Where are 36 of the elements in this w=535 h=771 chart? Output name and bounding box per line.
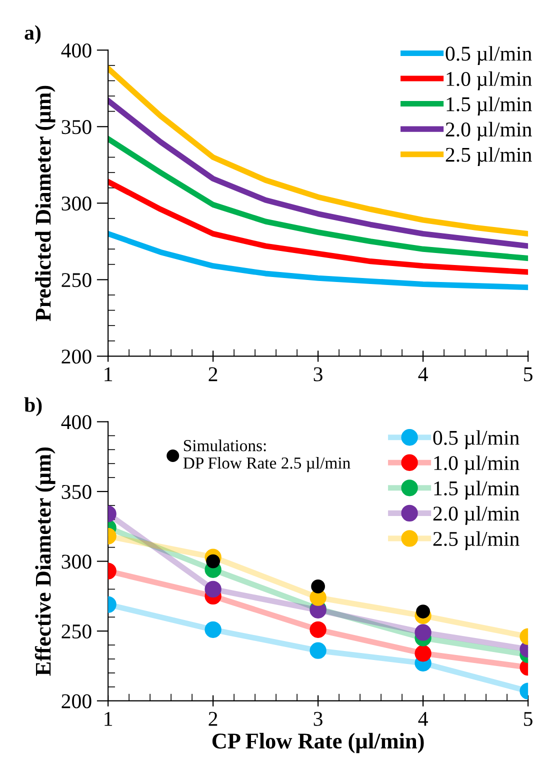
- legend-label: Simulations: DP Flow Rate 2.5 µl/min: [183, 440, 350, 472]
- x-tick-label: 1: [104, 367, 112, 382]
- y-tick-label: 200: [62, 350, 92, 364]
- legend-label: 1.0 µl/min: [434, 455, 520, 474]
- y-tick-label: 300: [62, 196, 92, 211]
- legend-label: 2.0 µl/min: [433, 506, 520, 525]
- legend-label: 1.5 µl/min: [446, 96, 532, 116]
- y-tick-label: 250: [62, 273, 92, 288]
- x-axis-title: CP Flow Rate (µl/min): [212, 732, 424, 754]
- chart-title: a): [24, 25, 41, 44]
- y-axis-title: Predicted Diameter (µm): [35, 86, 56, 322]
- y-tick-label: 300: [62, 554, 92, 569]
- x-tick-label: 5: [524, 712, 532, 726]
- y-tick-label: 350: [62, 120, 92, 134]
- x-tick-label: 3: [314, 712, 322, 726]
- y-axis-title: Effective Diameter (µm): [34, 447, 56, 676]
- x-tick-label: 4: [418, 367, 428, 382]
- legend-label: 2.5 µl/min: [446, 147, 532, 166]
- y-tick-label: 250: [62, 624, 92, 638]
- y-tick-label: 200: [62, 694, 92, 708]
- x-tick-label: 1: [104, 712, 112, 726]
- x-tick-label: 5: [524, 367, 532, 382]
- legend-label: 2.0 µl/min: [446, 122, 532, 141]
- legend-label: 2.5 µl/min: [433, 531, 520, 550]
- legend-label: 1.0 µl/min: [446, 71, 532, 90]
- legend-label: 1.5 µl/min: [434, 480, 520, 500]
- x-tick-label: 3: [314, 367, 322, 382]
- legend-label: 0.5 µl/min: [446, 46, 532, 65]
- y-tick-label: 350: [62, 484, 92, 499]
- x-tick-label: 2: [208, 367, 218, 382]
- y-tick-label: 400: [61, 415, 92, 430]
- chart-title: b): [24, 397, 42, 416]
- x-tick-label: 2: [208, 712, 218, 726]
- x-tick-label: 4: [418, 712, 428, 726]
- legend-label: 0.5 µl/min: [433, 430, 520, 450]
- y-tick-label: 400: [61, 43, 92, 58]
